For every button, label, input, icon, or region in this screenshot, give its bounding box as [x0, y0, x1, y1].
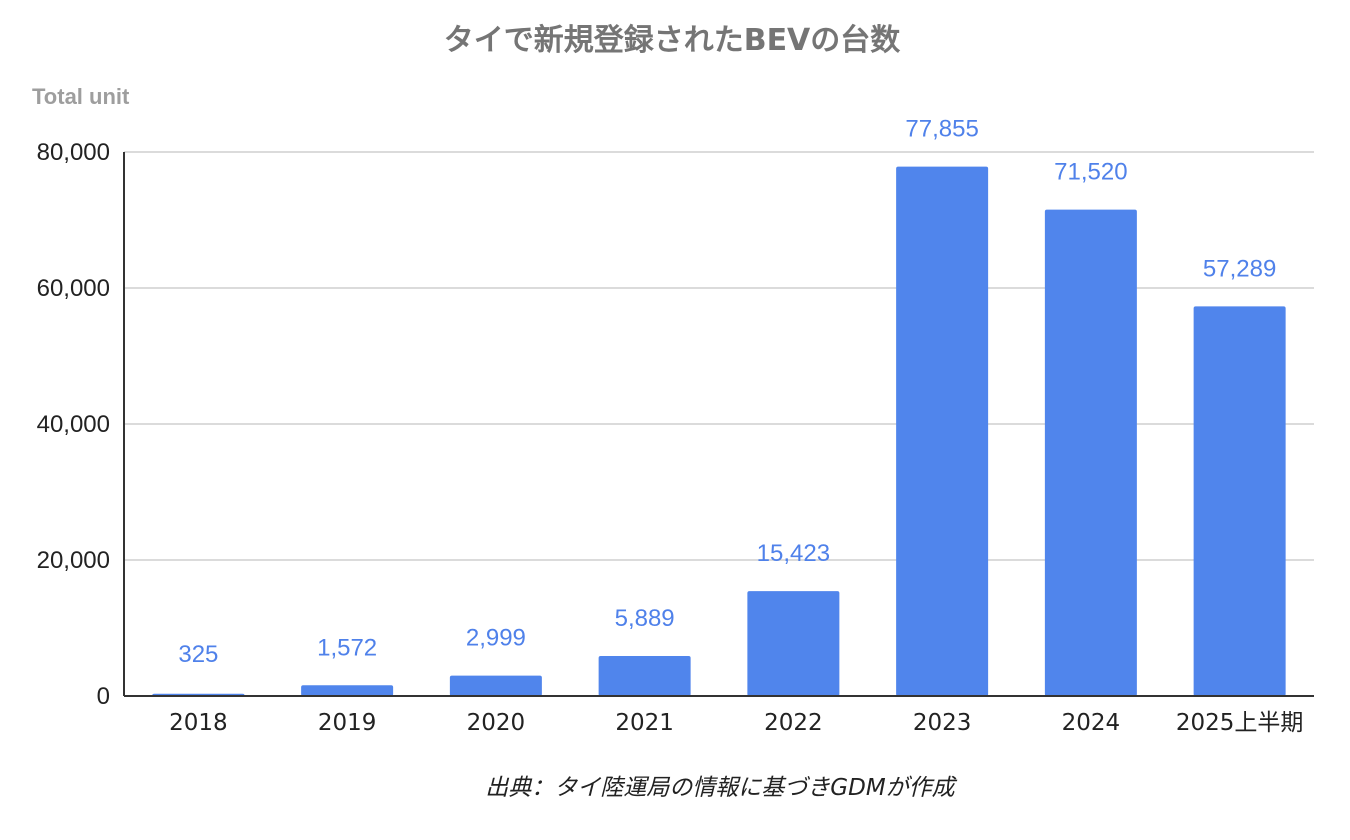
bar — [1193, 306, 1286, 696]
y-tick-label: 40,000 — [37, 411, 110, 438]
x-tick-label: 2024 — [1062, 710, 1121, 736]
x-tick-label: 2025上半期 — [1176, 710, 1304, 736]
bars — [152, 166, 1286, 696]
data-label: 5,889 — [615, 605, 675, 632]
y-tick-label: 20,000 — [37, 547, 110, 574]
data-label: 71,520 — [1054, 159, 1127, 186]
data-label: 1,572 — [317, 634, 377, 661]
bar — [301, 685, 394, 696]
x-tick-label: 2022 — [764, 710, 823, 736]
x-tick-label: 2019 — [318, 710, 377, 736]
x-tick-label: 2018 — [169, 710, 228, 736]
x-tick-label: 2023 — [913, 710, 972, 736]
y-axis-ticks: 0 20,000 40,000 60,000 80,000 — [37, 139, 110, 710]
x-axis-ticks: 2018 2019 2020 2021 2022 2023 2024 2025上半期 — [169, 710, 1303, 736]
x-tick-label: 2020 — [467, 710, 526, 736]
source-footnote: 出典：タイ陸運局の情報に基づきGDMが作成 — [485, 775, 957, 801]
bar — [747, 591, 840, 696]
bar — [1044, 209, 1137, 696]
x-tick-label: 2021 — [615, 710, 674, 736]
y-axis-unit-label: Total unit — [32, 84, 130, 109]
bar — [598, 655, 691, 696]
bar — [896, 166, 989, 696]
data-label: 77,855 — [905, 116, 978, 143]
data-label: 325 — [178, 641, 218, 668]
bar — [449, 675, 542, 696]
data-labels: 325 1,572 2,999 5,889 15,423 77,855 71,520 57,2… — [178, 116, 1276, 668]
data-label: 57,289 — [1203, 255, 1276, 282]
y-tick-label: 80,000 — [37, 139, 110, 166]
chart-title: タイで新規登録されたBEVの台数 — [444, 23, 902, 58]
y-tick-label: 0 — [97, 683, 110, 710]
data-label: 15,423 — [757, 540, 830, 567]
data-label: 2,999 — [466, 625, 526, 652]
y-tick-label: 60,000 — [37, 275, 110, 302]
